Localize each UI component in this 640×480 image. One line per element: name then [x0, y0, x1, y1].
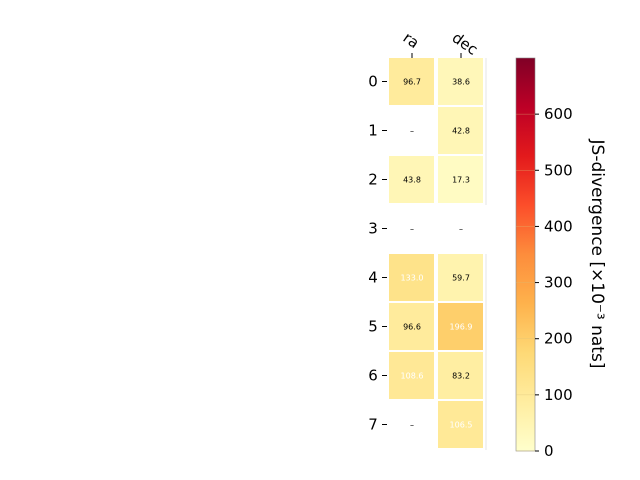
cell-value-label: 17.3: [452, 176, 470, 185]
cell-value-label: –: [410, 225, 414, 234]
column-labels: ra dec: [400, 29, 481, 59]
cell-value-label: –: [459, 225, 463, 234]
heatmap-cell: [438, 352, 483, 399]
colorbar: 0 100 200 300 400 500 600 JS-divergence [×10⁻³ …: [515, 57, 607, 460]
heatmap-cells: 96.7 38.6 – 42.8 43.8 17.3 – – 133.0 59.7 96.6 196.…: [389, 58, 487, 450]
cell-value-label: 42.8: [452, 127, 470, 136]
row-label-5: 5: [368, 318, 378, 336]
row-label-0: 0: [368, 73, 378, 91]
colorbar-tick-label: 600: [544, 105, 573, 123]
colorbar-tick-label: 200: [544, 330, 573, 348]
cell-value-label: 133.0: [401, 274, 424, 283]
colorbar-tick-label: 500: [544, 161, 573, 179]
cell-value-label: 96.6: [403, 323, 421, 332]
cell-value-label: 83.2: [452, 372, 470, 381]
colorbar-gradient: [515, 57, 536, 452]
row-label-2: 2: [368, 171, 378, 189]
row-label-6: 6: [368, 367, 378, 385]
heatmap-cell: [389, 303, 434, 350]
cell-value-label: 106.5: [450, 421, 473, 430]
heatmap-cell: [438, 58, 483, 105]
heatmap-cell: [389, 352, 434, 399]
column-label-ra: ra: [400, 29, 423, 53]
row-labels: 0 1 2 3 4 5 6 7: [368, 73, 387, 434]
cell-value-label: –: [410, 421, 414, 430]
colorbar-label: JS-divergence [×10⁻³ nats]: [587, 139, 607, 369]
row-label-7: 7: [368, 416, 378, 434]
cell-value-label: 96.7: [403, 78, 421, 87]
heatmap-cell: [438, 303, 483, 350]
row-label-3: 3: [368, 220, 378, 238]
cell-value-label: 196.9: [450, 323, 473, 332]
row-label-4: 4: [368, 269, 378, 287]
cell-value-label: 38.6: [452, 78, 470, 87]
cell-value-label: 59.7: [452, 274, 470, 283]
cell-value-label: 108.6: [401, 372, 424, 381]
heatmap-cell: [438, 401, 483, 448]
cell-value-label: 43.8: [403, 176, 421, 185]
heatmap-cell: [438, 107, 483, 154]
heatmap-cell: [438, 156, 483, 203]
heatmap-cell: [389, 156, 434, 203]
cell-value-label: –: [410, 127, 414, 136]
colorbar-tick-label: 400: [544, 217, 573, 235]
row-label-1: 1: [368, 122, 378, 140]
colorbar-tick-label: 100: [544, 386, 573, 404]
heatmap-cell: [389, 254, 434, 301]
colorbar-tick-label: 300: [544, 274, 573, 292]
heatmap-cell: [438, 254, 483, 301]
column-label-dec: dec: [449, 29, 481, 59]
colorbar-tick-label: 0: [544, 442, 554, 460]
heatmap-cell: [389, 58, 434, 105]
